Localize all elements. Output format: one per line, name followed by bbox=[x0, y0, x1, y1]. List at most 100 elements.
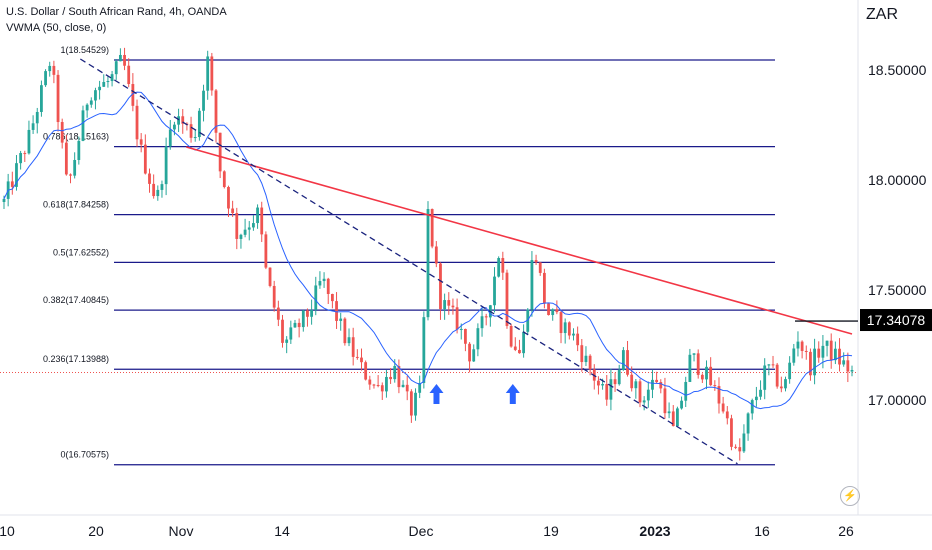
candle-body bbox=[713, 385, 717, 387]
candle-body bbox=[621, 350, 625, 371]
candle-body bbox=[235, 213, 239, 239]
candle-body bbox=[326, 278, 330, 294]
candle-body bbox=[850, 369, 854, 372]
candle-body bbox=[501, 258, 505, 273]
candle-body bbox=[630, 374, 634, 389]
candle-body bbox=[784, 379, 787, 389]
candle-body bbox=[443, 300, 447, 310]
candle-body bbox=[69, 174, 72, 176]
x-tick-label: 2023 bbox=[639, 523, 670, 539]
fib-level-label: 0.236(17.13988) bbox=[43, 354, 109, 364]
candle-body bbox=[414, 392, 417, 416]
candle-body bbox=[152, 183, 156, 197]
candle-body bbox=[210, 56, 214, 91]
fib-level-label: 1(18.54529) bbox=[60, 45, 109, 55]
candle-body bbox=[505, 272, 509, 326]
candle-body bbox=[297, 322, 301, 328]
candle-body bbox=[314, 285, 318, 311]
candle-body bbox=[35, 111, 39, 124]
candle-body bbox=[584, 355, 588, 363]
x-tick-label: 20 bbox=[88, 523, 104, 539]
up-arrow-icon[interactable] bbox=[505, 384, 520, 404]
candle-body bbox=[800, 341, 804, 351]
candle-body bbox=[813, 348, 816, 376]
candle-body bbox=[355, 356, 359, 358]
fib-level-label: 0(16.70575) bbox=[60, 450, 109, 460]
candle-body bbox=[759, 389, 762, 397]
candle-body bbox=[164, 146, 168, 185]
candle-body bbox=[518, 349, 521, 354]
candle-body bbox=[77, 140, 81, 160]
candle-body bbox=[447, 300, 451, 306]
x-tick-label: Dec bbox=[409, 523, 434, 539]
x-tick-label: 16 bbox=[754, 523, 770, 539]
candle-body bbox=[293, 322, 297, 328]
candle-body bbox=[480, 316, 484, 329]
candle-body bbox=[464, 328, 467, 344]
candle-body bbox=[484, 316, 488, 318]
candle-body bbox=[222, 171, 226, 188]
up-arrow-icon[interactable] bbox=[429, 384, 444, 404]
candle-body bbox=[692, 353, 696, 355]
candle-body bbox=[418, 382, 422, 393]
candle-body bbox=[127, 65, 131, 85]
candle-body bbox=[738, 447, 742, 452]
candle-body bbox=[401, 384, 405, 388]
y-tick-label: 18.50000 bbox=[868, 62, 927, 78]
candle-body bbox=[538, 262, 542, 273]
candle-body bbox=[409, 391, 413, 416]
candle-body bbox=[476, 328, 480, 350]
candle-body bbox=[227, 187, 230, 209]
vwma-line[interactable] bbox=[3, 91, 853, 410]
candle-body bbox=[193, 137, 197, 139]
candle-body bbox=[451, 305, 455, 308]
candle-body bbox=[659, 382, 663, 389]
dashed-trendline[interactable] bbox=[79, 58, 738, 465]
candle-body bbox=[239, 234, 243, 239]
candle-body bbox=[750, 400, 754, 414]
candle-body bbox=[301, 310, 305, 328]
candle-body bbox=[634, 381, 638, 389]
candle-body bbox=[27, 129, 31, 154]
candle-body bbox=[347, 337, 351, 344]
candle-body bbox=[368, 379, 372, 385]
x-tick-label: Nov bbox=[169, 523, 194, 539]
candle-body bbox=[106, 81, 110, 83]
candle-body bbox=[330, 293, 334, 302]
candle-body bbox=[792, 348, 796, 363]
candle-body bbox=[197, 110, 201, 138]
candle-body bbox=[40, 85, 43, 112]
candle-body bbox=[455, 307, 459, 330]
candle-body bbox=[667, 411, 671, 414]
candle-body bbox=[522, 331, 526, 354]
candle-body bbox=[434, 246, 438, 264]
candle-body bbox=[559, 312, 563, 334]
candle-body bbox=[680, 400, 683, 409]
candle-body bbox=[671, 411, 675, 427]
fib-level-label: 0.5(17.62552) bbox=[53, 247, 109, 257]
resistance-trendline[interactable] bbox=[186, 146, 853, 335]
candle-body bbox=[272, 285, 276, 308]
candle-body bbox=[567, 322, 571, 336]
candle-body bbox=[779, 386, 783, 389]
candle-body bbox=[642, 400, 646, 403]
candle-body bbox=[771, 364, 775, 366]
candle-body bbox=[260, 207, 264, 235]
candle-body bbox=[626, 350, 629, 375]
candle-body bbox=[252, 223, 255, 228]
candle-body bbox=[393, 365, 397, 380]
candle-body bbox=[576, 333, 580, 346]
lightning-icon[interactable]: ⚡ bbox=[840, 486, 860, 506]
candle-body bbox=[597, 380, 600, 386]
candle-body bbox=[754, 396, 758, 401]
y-tick-label: 17.00000 bbox=[868, 392, 927, 408]
candle-body bbox=[23, 153, 27, 155]
candle-body bbox=[651, 379, 654, 390]
chart-title: U.S. Dollar / South African Rand, 4h, OA… bbox=[6, 6, 227, 18]
candle-body bbox=[276, 307, 280, 320]
candle-body bbox=[601, 384, 604, 386]
candle-body bbox=[709, 366, 713, 386]
candle-body bbox=[646, 389, 650, 401]
candle-body bbox=[160, 184, 164, 190]
